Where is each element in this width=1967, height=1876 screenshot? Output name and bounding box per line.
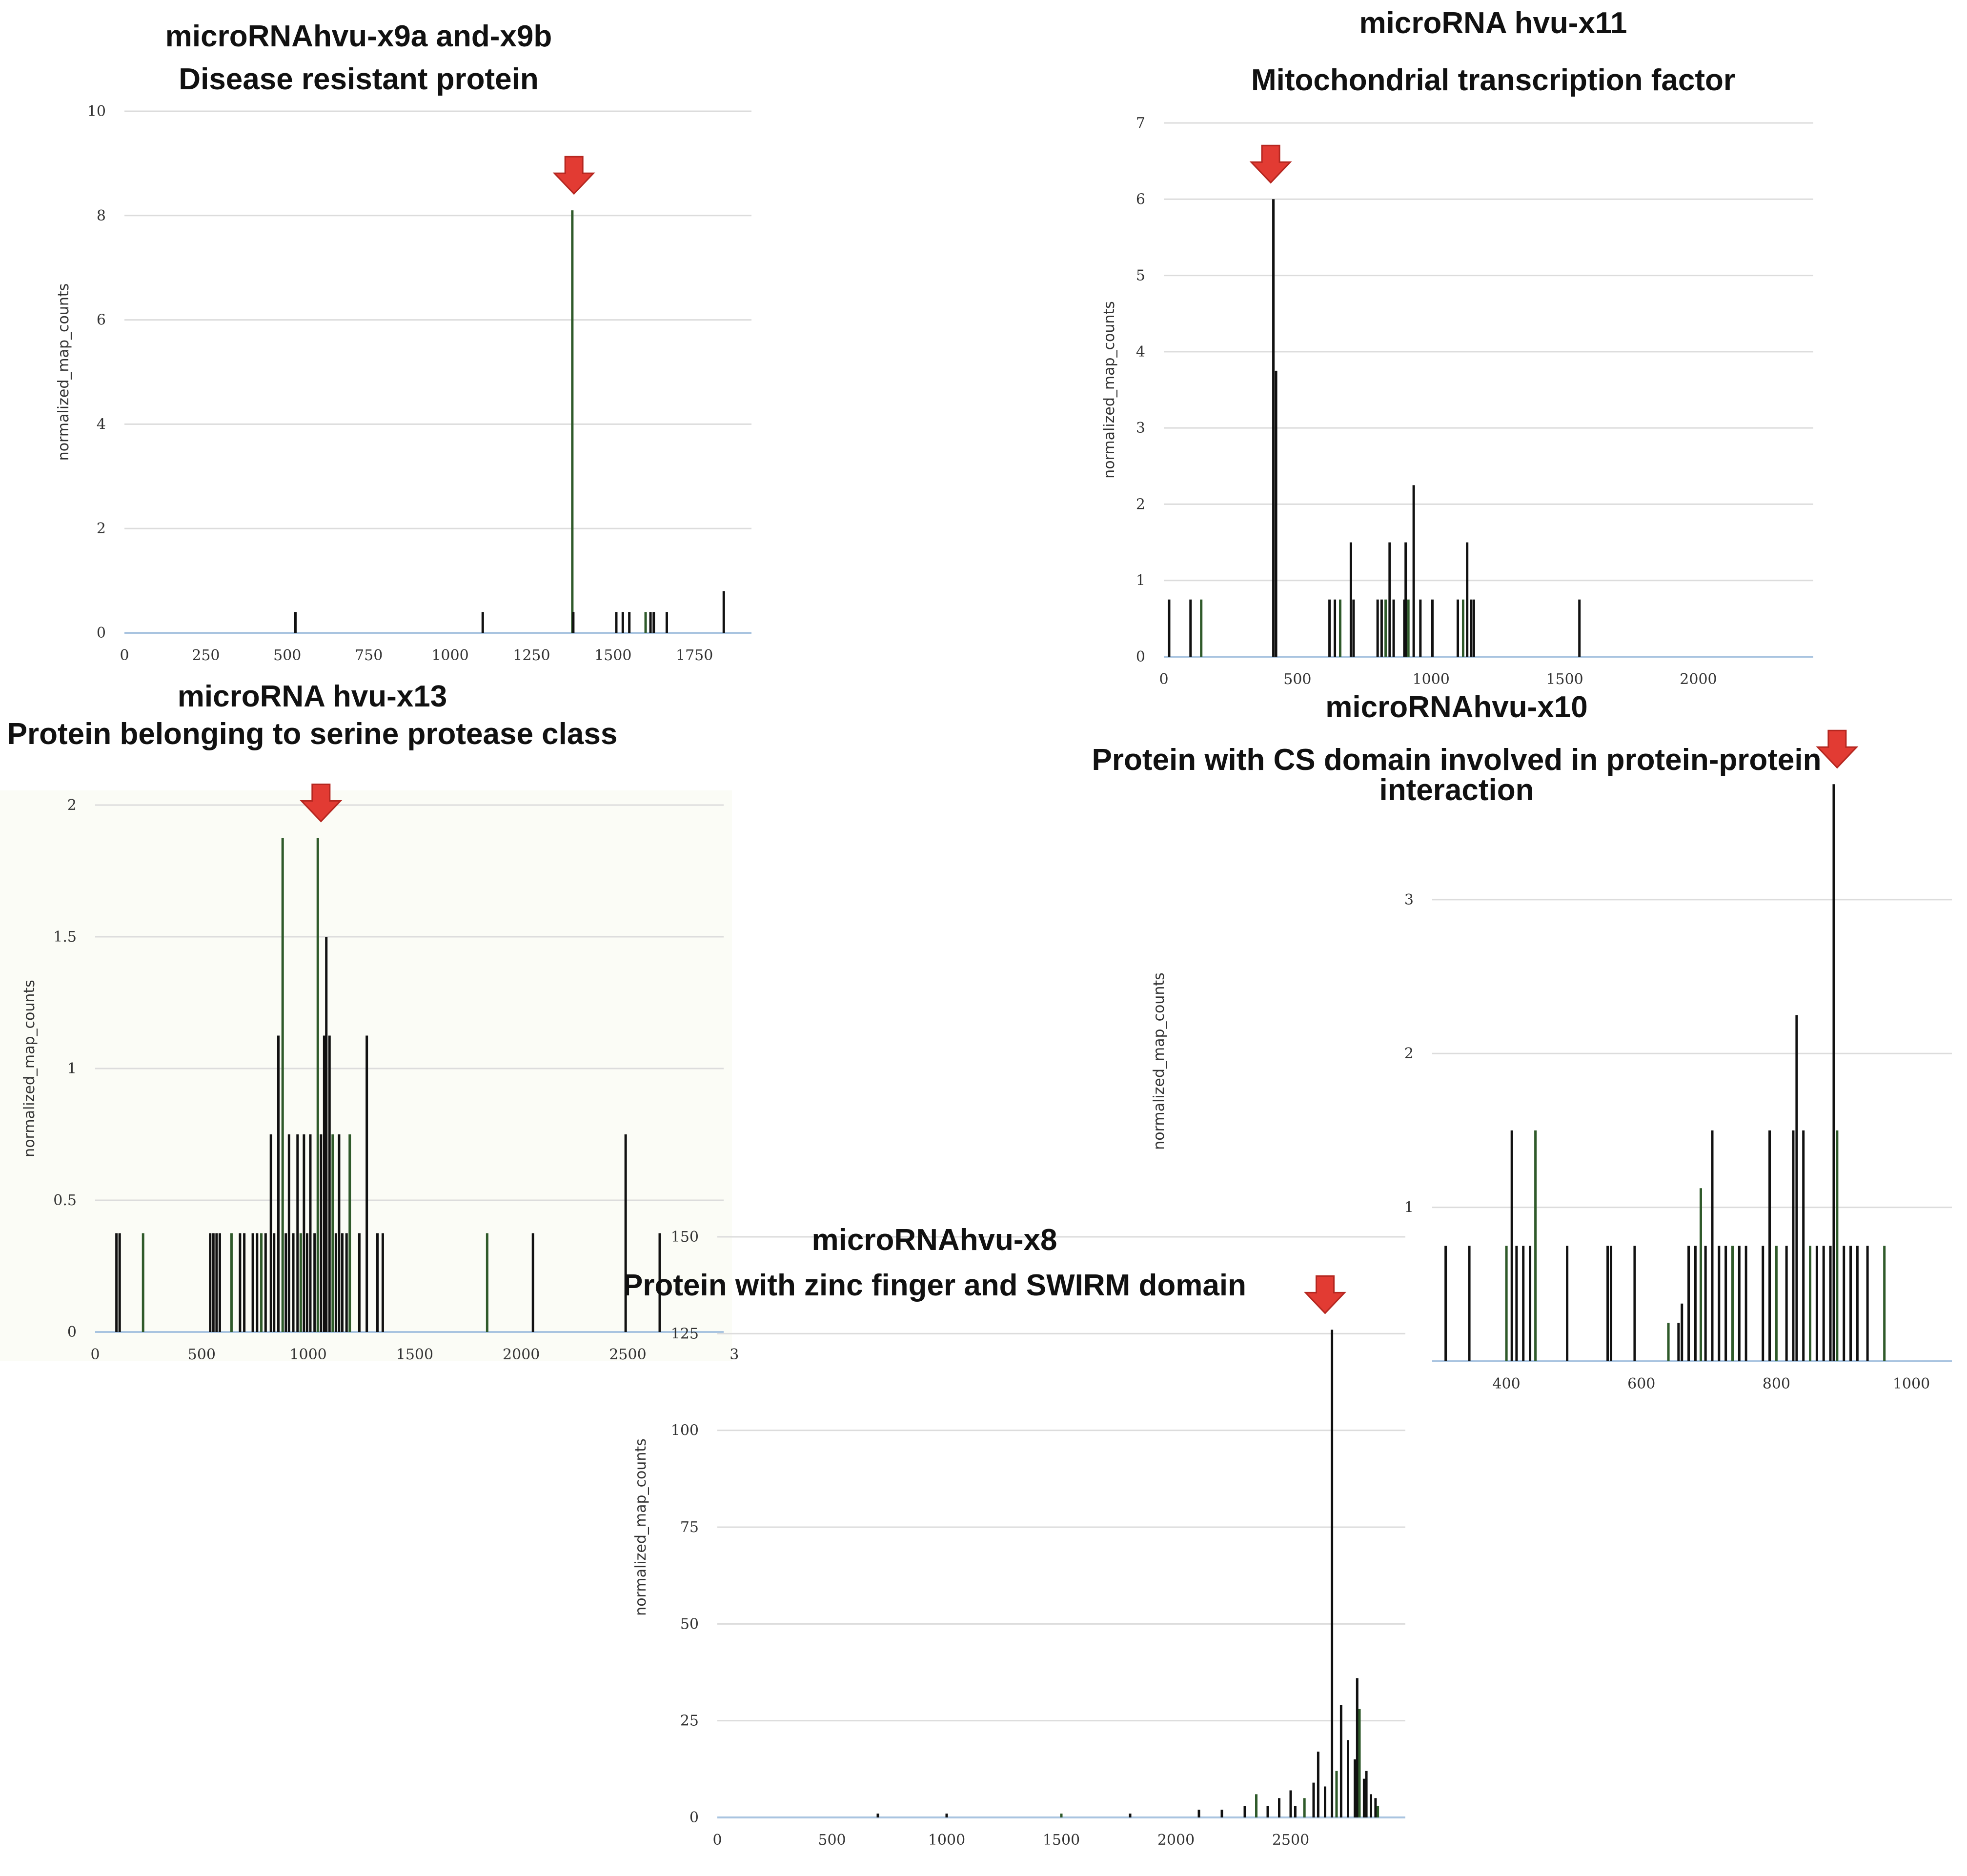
- y-tick-label: 125: [671, 1325, 699, 1342]
- y-tick-label: 10: [87, 103, 106, 120]
- chart-title-line: Protein with zinc finger and SWIRM domai…: [623, 1269, 1246, 1302]
- x-tick-label: 500: [1283, 671, 1311, 688]
- highlight-arrow-icon: [300, 784, 343, 823]
- x-tick-label: 0: [120, 647, 129, 664]
- y-tick-label: 0: [1136, 648, 1145, 666]
- y-axis-label: normalized_map_counts: [1151, 972, 1168, 1150]
- chart-x9: 0 2 4 6 8 10 0 250 500 750 1000 1250 1500 1750 normali…: [55, 20, 751, 664]
- chart-x10: 1 2 3 400 600 800 1000 normalized_map_counts mic…: [1092, 690, 1952, 1392]
- y-tick-label: 2: [1136, 496, 1145, 513]
- x-tick-label: 2000: [503, 1346, 540, 1363]
- highlight-arrow-icon: [1249, 144, 1292, 184]
- x-tick-label: 500: [188, 1346, 216, 1363]
- chart-title-line: Disease resistant protein: [179, 62, 538, 96]
- x-tick-label: 400: [1493, 1375, 1521, 1392]
- x-tick-label: 1000: [289, 1346, 326, 1363]
- y-tick-label: 0: [97, 625, 106, 642]
- x-tick-label: 1500: [594, 647, 631, 664]
- chart-title-line: microRNA hvu-x11: [1359, 6, 1627, 40]
- y-tick-label: 1: [1136, 572, 1145, 589]
- x-tick-label: 500: [818, 1832, 846, 1849]
- y-tick-label: 6: [97, 312, 106, 329]
- y-tick-label: 150: [671, 1229, 699, 1246]
- y-tick-label: 25: [680, 1713, 699, 1730]
- chart-title-line: Protein belonging to serine protease cla…: [7, 717, 618, 751]
- highlight-arrow-icon: [552, 156, 595, 195]
- y-tick-label: 0.5: [53, 1192, 77, 1209]
- x-tick-label: 0: [1159, 671, 1168, 688]
- y-tick-label: 1: [67, 1060, 77, 1077]
- x-tick-label: 1000: [1893, 1375, 1930, 1392]
- y-axis-label: normalized_map_counts: [1101, 301, 1118, 479]
- chart-title-line: microRNAhvu-x10: [1325, 690, 1587, 724]
- chart-title-line: Protein with CS domain involved in prote…: [1092, 743, 1822, 777]
- x-tick-label: 1000: [431, 647, 468, 664]
- x-tick-label: 750: [355, 647, 383, 664]
- chart-title-line: microRNA hvu-x13: [178, 680, 447, 713]
- y-axis-label: normalized_map_counts: [21, 980, 38, 1157]
- y-tick-label: 0: [689, 1809, 699, 1826]
- x-tick-label: 2500: [609, 1346, 646, 1363]
- x-tick-label: 0: [712, 1832, 722, 1849]
- chart-title-line: microRNAhvu-x9a and-x9b: [165, 20, 552, 53]
- x-tick-label: 3: [730, 1346, 739, 1363]
- x-tick-label: 2000: [1157, 1832, 1195, 1849]
- y-tick-label: 3: [1136, 420, 1145, 437]
- y-tick-label: 100: [671, 1422, 699, 1439]
- y-tick-label: 0: [67, 1324, 77, 1341]
- x-tick-label: 800: [1763, 1375, 1790, 1392]
- x-tick-label: 0: [90, 1346, 100, 1363]
- chart-title-line: microRNAhvu-x8: [812, 1223, 1057, 1257]
- y-tick-label: 4: [97, 416, 106, 433]
- x-tick-label: 600: [1627, 1375, 1655, 1392]
- x-tick-label: 500: [273, 647, 301, 664]
- y-tick-label: 2: [1404, 1045, 1414, 1062]
- y-axis-label: normalized_map_counts: [55, 283, 72, 461]
- y-tick-label: 50: [680, 1615, 699, 1633]
- y-tick-label: 1.5: [53, 928, 77, 946]
- x-tick-label: 1500: [1546, 671, 1583, 688]
- x-tick-label: 2500: [1272, 1832, 1309, 1849]
- chart-x11: 0 1 2 3 4 5 6 7 0 500 1000 1500 2000 normalized_map_c…: [1101, 6, 1813, 688]
- x-tick-label: 2000: [1680, 671, 1717, 688]
- y-tick-label: 4: [1136, 343, 1145, 361]
- y-tick-label: 5: [1136, 267, 1145, 284]
- x-tick-label: 1000: [1413, 671, 1450, 688]
- x-tick-label: 1750: [676, 647, 713, 664]
- x-tick-label: 250: [192, 647, 220, 664]
- y-tick-label: 2: [97, 520, 106, 537]
- x-tick-label: 1000: [928, 1832, 965, 1849]
- y-tick-label: 6: [1136, 191, 1145, 208]
- x-tick-label: 1500: [396, 1346, 433, 1363]
- chart-title-line: Mitochondrial transcription factor: [1251, 63, 1735, 97]
- chart-title-line: interaction: [1379, 773, 1534, 807]
- y-tick-label: 75: [680, 1519, 699, 1536]
- highlight-arrow-icon: [1816, 729, 1859, 769]
- y-axis-label: normalized_map_counts: [632, 1438, 649, 1616]
- highlight-arrow-icon: [1304, 1275, 1346, 1314]
- y-tick-label: 3: [1404, 891, 1414, 908]
- x-tick-label: 1250: [513, 647, 550, 664]
- y-tick-label: 1: [1404, 1199, 1414, 1216]
- y-tick-label: 7: [1136, 115, 1145, 132]
- chart-x13: 0 0.5 1 1.5 2 0 500 1000 1500 2000 2500 3 normalized…: [0, 680, 739, 1363]
- x-tick-label: 1500: [1043, 1832, 1080, 1849]
- y-tick-label: 8: [97, 207, 106, 224]
- y-tick-label: 2: [67, 797, 77, 814]
